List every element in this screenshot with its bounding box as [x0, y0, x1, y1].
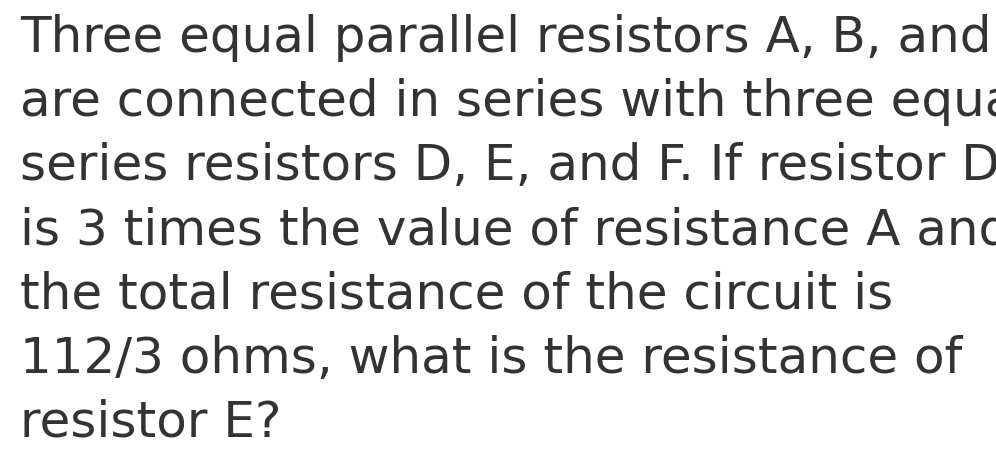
Text: 112/3 ohms, what is the resistance of: 112/3 ohms, what is the resistance of [20, 335, 962, 383]
Text: Three equal parallel resistors A, B, and C: Three equal parallel resistors A, B, and… [20, 14, 996, 62]
Text: series resistors D, E, and F. If resistor D: series resistors D, E, and F. If resisto… [20, 142, 996, 190]
Text: are connected in series with three equal: are connected in series with three equal [20, 78, 996, 126]
Text: the total resistance of the circuit is: the total resistance of the circuit is [20, 271, 893, 319]
Text: resistor E?: resistor E? [20, 399, 282, 447]
Text: is 3 times the value of resistance A and: is 3 times the value of resistance A and [20, 206, 996, 254]
